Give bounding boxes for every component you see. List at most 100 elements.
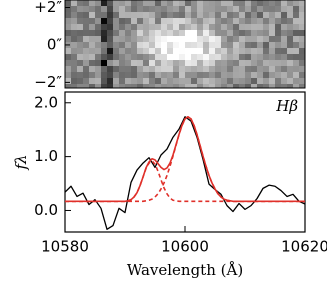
image-pixel <box>71 42 77 48</box>
image-pixel <box>125 18 131 24</box>
image-pixel <box>137 78 143 84</box>
x-tick-label: 10600 <box>161 238 209 256</box>
image-pixel <box>251 84 257 88</box>
image-pixel <box>119 24 125 30</box>
image-pixel <box>191 72 197 78</box>
image-pixel <box>119 36 125 42</box>
image-pixel <box>89 42 95 48</box>
image-pixel <box>251 48 257 54</box>
image-pixel <box>71 48 77 54</box>
x-tick-label: 10620 <box>281 238 327 256</box>
image-pixel <box>113 48 119 54</box>
image-pixel <box>287 72 293 78</box>
image-pixel <box>155 66 161 72</box>
image-pixel <box>65 30 71 36</box>
image-pixel <box>83 30 89 36</box>
image-pixel <box>245 78 251 84</box>
y-tick-label: 1.0 <box>34 147 58 165</box>
image-pixel <box>89 72 95 78</box>
image-pixel <box>161 6 167 12</box>
image-pixel <box>185 66 191 72</box>
image-pixel <box>299 48 305 54</box>
image-pixel <box>137 60 143 66</box>
image-pixel <box>143 18 149 24</box>
image-pixel <box>179 30 185 36</box>
image-pixel <box>221 60 227 66</box>
x-axis-label: Wavelength (Å) <box>127 261 243 279</box>
image-pixel <box>83 18 89 24</box>
image-pixel <box>167 12 173 18</box>
image-pixel <box>281 12 287 18</box>
image-pixel <box>149 12 155 18</box>
image-pixel <box>143 12 149 18</box>
image-pixel <box>287 12 293 18</box>
image-pixel <box>125 84 131 88</box>
image-pixel <box>209 72 215 78</box>
image-pixel <box>257 12 263 18</box>
image-pixel <box>107 24 113 30</box>
image-pixel <box>203 72 209 78</box>
image-pixel <box>293 48 299 54</box>
image-pixel <box>239 18 245 24</box>
image-pixel <box>101 36 107 42</box>
image-pixel <box>293 54 299 60</box>
image-pixel <box>113 0 119 6</box>
image-pixel <box>257 18 263 24</box>
image-pixel <box>245 12 251 18</box>
image-pixel <box>281 42 287 48</box>
image-pixel <box>149 66 155 72</box>
image-pixel <box>239 24 245 30</box>
image-pixel <box>131 42 137 48</box>
image-pixel <box>299 12 305 18</box>
image-pixel <box>167 54 173 60</box>
image-pixel <box>203 0 209 6</box>
image-pixel <box>125 48 131 54</box>
image-pixel <box>257 24 263 30</box>
x-tick-label: 10580 <box>41 238 89 256</box>
image-pixel <box>77 6 83 12</box>
image-pixel <box>119 42 125 48</box>
image-pixel <box>263 78 269 84</box>
image-pixel <box>125 42 131 48</box>
image-pixel <box>107 72 113 78</box>
image-pixel <box>239 60 245 66</box>
image-pixel <box>293 84 299 88</box>
image-pixel <box>209 66 215 72</box>
image-pixel <box>203 78 209 84</box>
image-pixel <box>173 66 179 72</box>
image-pixel <box>101 42 107 48</box>
image-pixel <box>257 60 263 66</box>
image-pixel <box>65 24 71 30</box>
image-pixel <box>137 6 143 12</box>
image-pixel <box>239 54 245 60</box>
image-pixel <box>65 18 71 24</box>
image-pixel <box>89 66 95 72</box>
image-pixel <box>137 48 143 54</box>
image-pixel <box>125 60 131 66</box>
image-pixel <box>185 36 191 42</box>
image-pixel <box>185 0 191 6</box>
image-pixel <box>233 36 239 42</box>
image-pixel <box>77 24 83 30</box>
image-pixel <box>281 54 287 60</box>
image-pixel <box>65 0 71 6</box>
image-pixel <box>101 66 107 72</box>
image-pixel <box>227 18 233 24</box>
image-pixel <box>185 6 191 12</box>
image-pixel <box>233 42 239 48</box>
image-pixel <box>89 78 95 84</box>
image-pixel <box>65 36 71 42</box>
image-pixel <box>299 6 305 12</box>
image-pixel <box>233 72 239 78</box>
component-line <box>65 115 305 203</box>
image-pixel <box>287 60 293 66</box>
image-pixel <box>299 66 305 72</box>
image-pixel <box>167 84 173 88</box>
image-pixel <box>299 72 305 78</box>
image-pixel <box>143 42 149 48</box>
image-pixel <box>269 42 275 48</box>
image-pixel <box>251 42 257 48</box>
image-pixel <box>287 36 293 42</box>
image-pixel <box>89 84 95 88</box>
